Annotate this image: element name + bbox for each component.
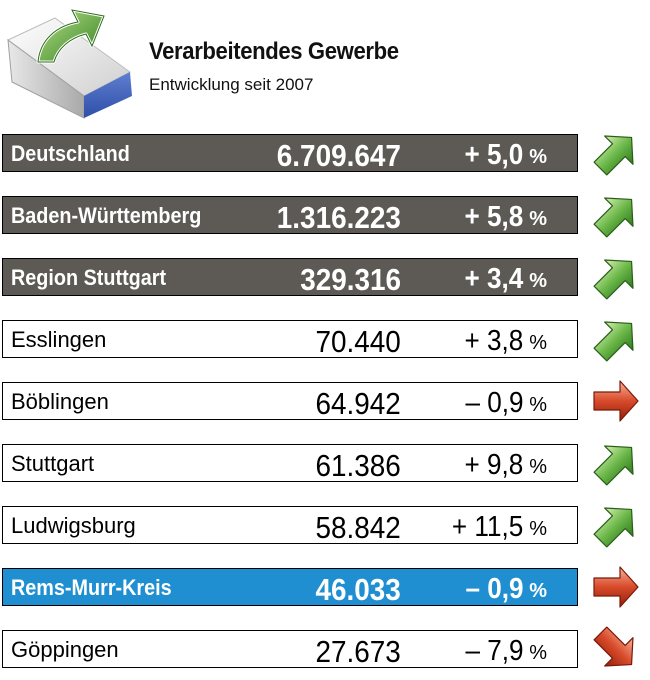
row-unit: % bbox=[529, 580, 547, 602]
row-name: Rems-Murr-Kreis bbox=[11, 575, 172, 600]
row-change: + 5,8 bbox=[464, 201, 523, 233]
row-name: Deutschland bbox=[11, 141, 130, 166]
row-unit: % bbox=[529, 456, 547, 478]
row-value: 27.673 bbox=[315, 634, 401, 669]
table-row: Ludwigsburg 58.842 + 11,5% bbox=[2, 506, 578, 545]
table-row: Baden-Württemberg 1.316.223 + 5,8% bbox=[2, 196, 578, 235]
row-value: 58.842 bbox=[315, 510, 401, 545]
trend-right-arrow-icon bbox=[593, 566, 639, 608]
trend-down-arrow-icon bbox=[593, 626, 634, 667]
trend-up-arrow-icon bbox=[593, 259, 634, 300]
trend-up-arrow-icon bbox=[593, 507, 634, 548]
row-name: Ludwigsburg bbox=[11, 513, 136, 538]
row-change: + 5,0 bbox=[464, 139, 523, 171]
row-change: + 3,8 bbox=[464, 325, 523, 357]
row-name: Göppingen bbox=[11, 637, 119, 662]
row-change: – 0,9 bbox=[464, 387, 523, 419]
row-unit: % bbox=[529, 394, 547, 416]
row-value: 70.440 bbox=[315, 324, 401, 359]
table-row: Rems-Murr-Kreis 46.033 – 0,9% bbox=[2, 568, 578, 607]
row-unit: % bbox=[529, 518, 547, 540]
trend-up-arrow-icon bbox=[593, 135, 634, 176]
trend-up-arrow-icon bbox=[593, 197, 634, 238]
row-change: + 9,8 bbox=[464, 449, 523, 481]
row-name: Baden-Württemberg bbox=[11, 203, 202, 228]
row-unit: % bbox=[529, 642, 547, 664]
row-value: 1.316.223 bbox=[276, 200, 401, 235]
row-value: 46.033 bbox=[315, 572, 401, 607]
table-row: Deutschland 6.709.647 + 5,0% bbox=[2, 134, 578, 173]
row-name: Esslingen bbox=[11, 327, 107, 352]
trend-up-arrow-icon bbox=[593, 321, 634, 362]
trend-right-arrow-icon bbox=[593, 380, 639, 422]
table-row: Göppingen 27.673 – 7,9% bbox=[2, 630, 578, 669]
table-row: Region Stuttgart 329.316 + 3,4% bbox=[2, 258, 578, 297]
trend-up-arrow-icon bbox=[593, 445, 634, 486]
table-row: Esslingen 70.440 + 3,8% bbox=[2, 320, 578, 359]
table-row: Böblingen 64.942 – 0,9% bbox=[2, 382, 578, 421]
green-arrow-cube-icon bbox=[7, 8, 132, 119]
row-value: 329.316 bbox=[300, 262, 401, 297]
row-change: + 11,5 bbox=[451, 511, 523, 543]
table-row: Stuttgart 61.386 + 9,8% bbox=[2, 444, 578, 483]
row-change: + 3,4 bbox=[464, 263, 523, 295]
row-unit: % bbox=[529, 208, 547, 230]
row-value: 6.709.647 bbox=[276, 138, 401, 173]
row-change: – 7,9 bbox=[464, 635, 523, 667]
row-name: Stuttgart bbox=[11, 451, 95, 476]
chart-title: Verarbeitendes Gewerbe bbox=[149, 38, 399, 65]
row-unit: % bbox=[529, 332, 547, 354]
row-unit: % bbox=[529, 270, 547, 292]
row-value: 61.386 bbox=[315, 448, 401, 483]
chart-subtitle: Entwicklung seit 2007 bbox=[149, 75, 314, 94]
row-change: – 0,9 bbox=[464, 573, 523, 605]
row-name: Böblingen bbox=[11, 389, 109, 414]
row-unit: % bbox=[529, 146, 547, 168]
row-name: Region Stuttgart bbox=[11, 265, 167, 290]
row-value: 64.942 bbox=[315, 386, 401, 421]
